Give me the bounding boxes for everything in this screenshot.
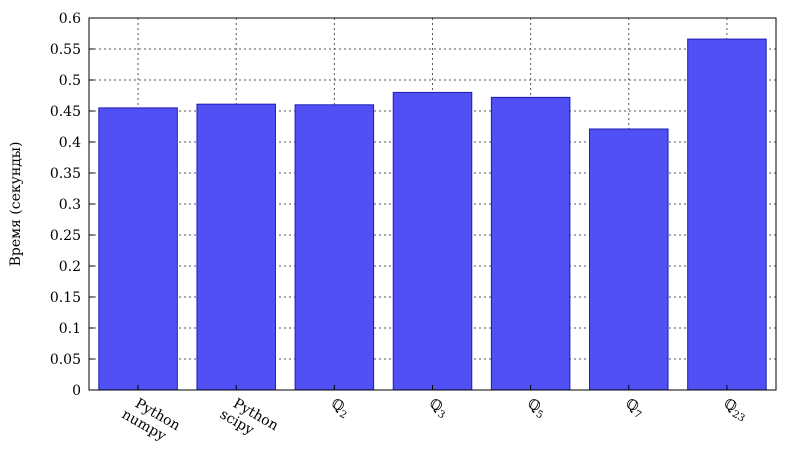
y-tick-label: 0.05 <box>50 352 81 368</box>
category-label-symbol: ℚ7 <box>621 396 647 422</box>
y-tick-label: 0.2 <box>59 259 81 275</box>
x-category-label: ℚ2 <box>327 396 353 422</box>
y-tick-label: 0.35 <box>50 166 81 182</box>
category-label-subscript: 23 <box>730 409 747 425</box>
category-label-symbol: ℚ5 <box>523 396 549 422</box>
y-tick-label: 0.15 <box>50 290 81 306</box>
y-tick-label: 0.55 <box>50 42 81 58</box>
x-category-label: ℚ5 <box>523 396 549 422</box>
bar <box>294 104 375 391</box>
bar <box>98 107 178 391</box>
y-tick-label: 0.4 <box>59 135 81 151</box>
y-tick-label: 0.25 <box>50 228 81 244</box>
y-tick-label: 0.45 <box>50 104 81 120</box>
y-tick-label: 0.3 <box>59 197 81 213</box>
y-ticks: 0 0.05 0.1 0.15 0.2 0.25 0.3 0.35 0.4 0.45 0.5 0.55… <box>50 11 728 399</box>
y-tick-label: 0.1 <box>59 321 81 337</box>
category-label-subscript: 5 <box>534 409 545 422</box>
bar <box>392 91 473 391</box>
category-label-subscript: 7 <box>632 409 643 422</box>
y-tick-label: 0.5 <box>59 73 81 89</box>
category-label-symbol: ℚ2 <box>327 396 353 422</box>
category-label-subscript: 2 <box>337 409 348 422</box>
category-label-subscript: 3 <box>436 409 447 422</box>
y-axis-label: Время (секунды) <box>8 142 24 267</box>
x-category-label: ℚ7 <box>621 396 647 422</box>
bars-layer <box>98 38 767 391</box>
bar <box>196 103 276 391</box>
category-label-symbol: ℚ23 <box>719 396 750 425</box>
y-tick-label: 0.6 <box>59 11 81 27</box>
bar <box>490 96 571 391</box>
category-label-symbol: ℚ3 <box>425 396 451 422</box>
bar <box>589 128 669 391</box>
bar <box>687 38 767 391</box>
x-category-label: ℚ3 <box>425 396 451 422</box>
y-tick-label: 0 <box>72 383 81 399</box>
x-category-label: ℚ23 <box>719 396 750 425</box>
